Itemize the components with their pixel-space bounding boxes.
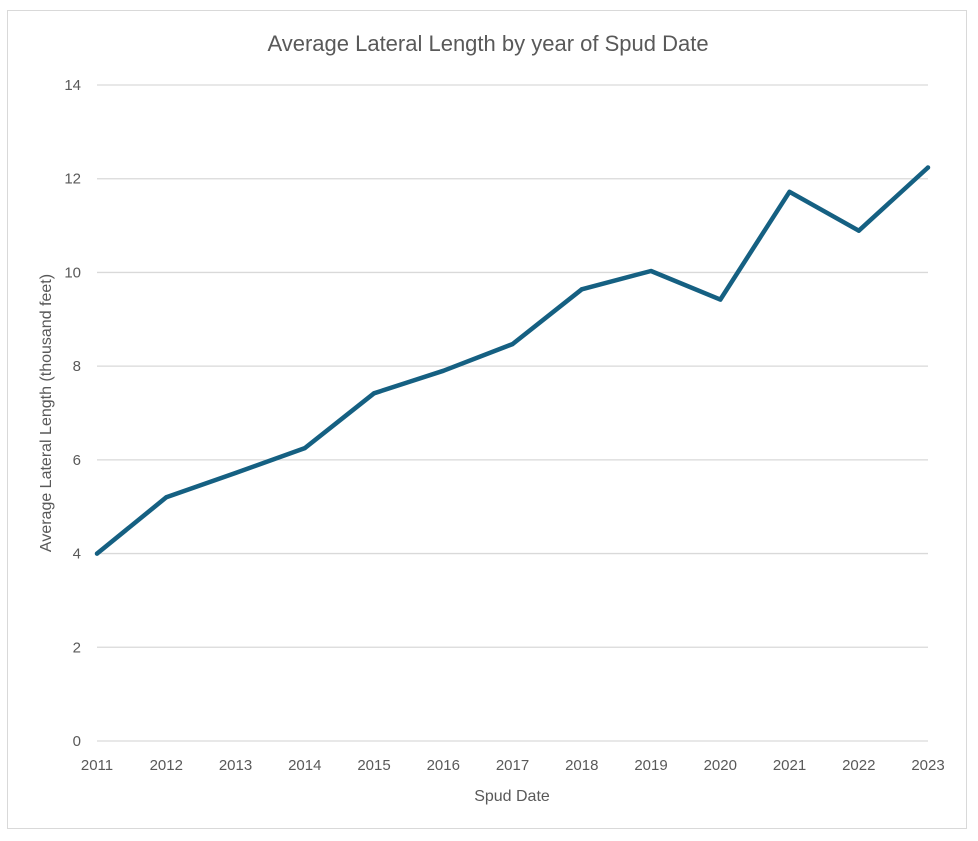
x-axis-ticks: 2011 2012 2013 2014 2015 2016 2017 2018 2019 2020…	[81, 757, 945, 774]
x-tick-label: 2012	[150, 757, 183, 774]
data-point	[372, 391, 376, 396]
x-tick-label: 2019	[634, 757, 667, 774]
data-point	[926, 165, 930, 170]
data-point	[441, 368, 446, 373]
x-tick-label: 2016	[427, 757, 460, 774]
x-tick-label: 2017	[496, 757, 529, 774]
data-point	[579, 287, 584, 292]
gridlines	[97, 84, 928, 742]
x-tick-label: 2013	[219, 757, 252, 774]
data-point	[718, 297, 723, 302]
x-tick-label: 2023	[911, 757, 944, 774]
data-point	[164, 495, 169, 500]
y-tick-label: 0	[73, 733, 81, 750]
x-tick-label: 2021	[773, 757, 806, 774]
series-line	[94, 165, 931, 556]
chart-frame	[7, 10, 967, 829]
x-axis-title: Spud Date	[474, 788, 550, 805]
x-tick-label: 2011	[81, 757, 113, 774]
x-tick-label: 2014	[288, 757, 321, 774]
y-tick-label: 12	[64, 171, 81, 188]
y-axis-ticks: 0 2 4 6 8 10 12 14	[64, 77, 81, 750]
data-point	[856, 228, 861, 233]
x-tick-label: 2020	[704, 757, 737, 774]
y-tick-label: 4	[73, 546, 81, 563]
y-tick-label: 2	[73, 639, 81, 656]
y-tick-label: 8	[73, 358, 81, 375]
x-tick-label: 2015	[357, 757, 390, 774]
data-point	[95, 551, 99, 556]
y-tick-label: 14	[64, 77, 81, 94]
y-axis-title: Average Lateral Length (thousand feet)	[38, 274, 55, 552]
data-point	[787, 189, 792, 194]
y-tick-label: 10	[64, 264, 81, 281]
data-point	[302, 446, 307, 451]
data-point	[649, 269, 653, 274]
chart-title: Average Lateral Length by year of Spud D…	[267, 31, 708, 56]
series-group	[94, 165, 931, 556]
x-tick-label: 2018	[565, 757, 598, 774]
y-tick-label: 6	[73, 452, 81, 469]
data-point	[510, 342, 515, 347]
x-tick-label: 2022	[842, 757, 875, 774]
data-point	[233, 470, 238, 475]
